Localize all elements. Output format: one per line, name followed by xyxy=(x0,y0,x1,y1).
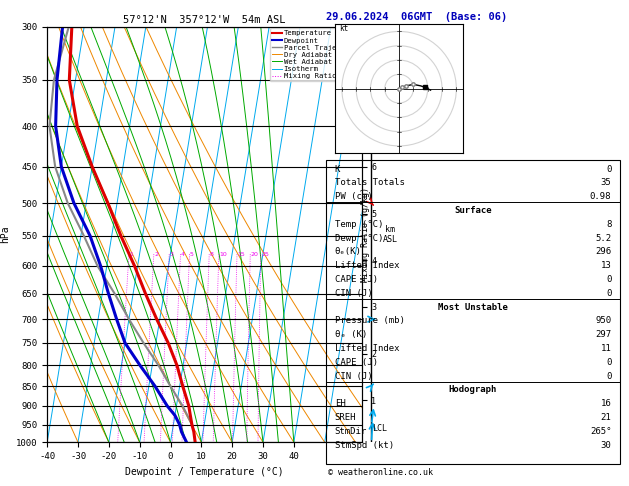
Y-axis label: km
ASL: km ASL xyxy=(383,225,398,244)
Text: Pressure (mb): Pressure (mb) xyxy=(335,316,404,326)
Text: 8: 8 xyxy=(209,252,213,257)
Text: Dewp (°C): Dewp (°C) xyxy=(335,234,383,243)
Title: 57°12'N  357°12'W  54m ASL: 57°12'N 357°12'W 54m ASL xyxy=(123,15,286,25)
Text: Surface: Surface xyxy=(454,206,492,215)
Text: θₑ(K): θₑ(K) xyxy=(335,247,362,256)
Text: 296: 296 xyxy=(595,247,611,256)
Text: Totals Totals: Totals Totals xyxy=(335,178,404,187)
Text: 265°: 265° xyxy=(590,427,611,436)
Text: 0: 0 xyxy=(606,372,611,381)
Text: CAPE (J): CAPE (J) xyxy=(335,275,377,284)
Text: 5.2: 5.2 xyxy=(595,234,611,243)
Text: 0: 0 xyxy=(606,165,611,174)
Text: 20: 20 xyxy=(250,252,259,257)
Text: PW (cm): PW (cm) xyxy=(335,192,372,201)
Text: 13: 13 xyxy=(601,261,611,270)
Text: 10: 10 xyxy=(219,252,227,257)
Text: LCL: LCL xyxy=(372,424,387,433)
Text: K: K xyxy=(335,165,340,174)
Text: 3: 3 xyxy=(170,252,174,257)
Text: 4: 4 xyxy=(181,252,185,257)
Text: 1: 1 xyxy=(129,252,133,257)
Text: Hodograph: Hodograph xyxy=(449,385,497,395)
Text: 950: 950 xyxy=(595,316,611,326)
Text: CIN (J): CIN (J) xyxy=(335,289,372,298)
Text: 5: 5 xyxy=(190,252,194,257)
Legend: Temperature, Dewpoint, Parcel Trajectory, Dry Adiabat, Wet Adiabat, Isotherm, Mi: Temperature, Dewpoint, Parcel Trajectory… xyxy=(270,28,360,81)
X-axis label: Dewpoint / Temperature (°C): Dewpoint / Temperature (°C) xyxy=(125,467,284,477)
Text: 0.98: 0.98 xyxy=(590,192,611,201)
Text: 21: 21 xyxy=(601,413,611,422)
Text: Temp (°C): Temp (°C) xyxy=(335,220,383,229)
Text: 11: 11 xyxy=(601,344,611,353)
Text: 0: 0 xyxy=(606,289,611,298)
Text: SREH: SREH xyxy=(335,413,356,422)
Text: 25: 25 xyxy=(261,252,269,257)
Text: CAPE (J): CAPE (J) xyxy=(335,358,377,367)
Text: © weatheronline.co.uk: © weatheronline.co.uk xyxy=(328,469,433,477)
Text: Lifted Index: Lifted Index xyxy=(335,344,399,353)
Text: 29.06.2024  06GMT  (Base: 06): 29.06.2024 06GMT (Base: 06) xyxy=(326,12,507,22)
Text: 8: 8 xyxy=(606,220,611,229)
Text: 30: 30 xyxy=(601,441,611,450)
Y-axis label: hPa: hPa xyxy=(1,226,11,243)
Text: StmDir: StmDir xyxy=(335,427,367,436)
Text: θₑ (K): θₑ (K) xyxy=(335,330,367,339)
Text: Mixing Ratio (g/kg): Mixing Ratio (g/kg) xyxy=(361,187,370,282)
Text: EH: EH xyxy=(335,399,345,408)
Text: Most Unstable: Most Unstable xyxy=(438,303,508,312)
Text: 15: 15 xyxy=(237,252,245,257)
Text: 0: 0 xyxy=(606,275,611,284)
Text: 0: 0 xyxy=(606,358,611,367)
Text: CIN (J): CIN (J) xyxy=(335,372,372,381)
Text: Lifted Index: Lifted Index xyxy=(335,261,399,270)
Text: 35: 35 xyxy=(601,178,611,187)
Text: StmSpd (kt): StmSpd (kt) xyxy=(335,441,394,450)
Text: 2: 2 xyxy=(154,252,158,257)
Text: kt: kt xyxy=(339,24,348,34)
Text: 16: 16 xyxy=(601,399,611,408)
Text: 297: 297 xyxy=(595,330,611,339)
